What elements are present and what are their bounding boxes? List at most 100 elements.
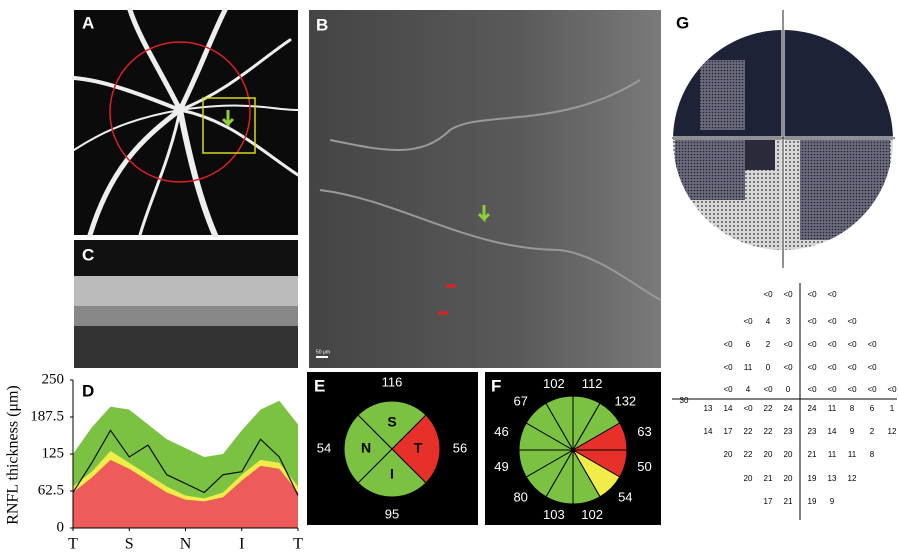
- clock-value: 132: [614, 393, 636, 408]
- threshold-value: <0: [807, 385, 817, 394]
- threshold-value: 22: [744, 427, 753, 436]
- panel-b-image: [309, 10, 661, 368]
- threshold-value: <0: [867, 363, 877, 372]
- threshold-value: 24: [808, 404, 817, 413]
- quadrant-value: 56: [453, 440, 467, 455]
- page: A 50 μm B C D RNFL thickness (μm) 062.51…: [0, 0, 899, 554]
- threshold-value: 17: [764, 497, 773, 506]
- threshold-value: 8: [850, 404, 855, 413]
- retina-layer: [74, 326, 298, 368]
- threshold-value: 22: [764, 404, 773, 413]
- threshold-value: 6: [870, 404, 875, 413]
- threshold-value: 14: [828, 427, 837, 436]
- threshold-value: 14: [724, 404, 733, 413]
- quadrant-letter: S: [387, 414, 396, 430]
- panel-a-image: [74, 10, 298, 235]
- threshold-value: 19: [808, 474, 817, 483]
- y-tick-label: 187.5: [30, 408, 64, 424]
- quadrant-letter: T: [414, 440, 423, 456]
- threshold-value: <0: [783, 290, 793, 299]
- threshold-value: <0: [763, 290, 773, 299]
- panel-label: A: [82, 13, 94, 32]
- quadrant-value: 116: [382, 374, 403, 389]
- threshold-value: <0: [827, 290, 837, 299]
- clock-value: 103: [543, 507, 565, 522]
- threshold-value: 11: [848, 450, 857, 459]
- y-tick-label: 250: [42, 371, 65, 387]
- threshold-value: <0: [783, 340, 793, 349]
- threshold-value: <0: [827, 385, 837, 394]
- threshold-value: 21: [784, 497, 793, 506]
- threshold-value: <0: [847, 363, 857, 372]
- panel-label: B: [316, 15, 328, 34]
- x-tick-label: S: [125, 536, 134, 553]
- threshold-value: <0: [847, 317, 857, 326]
- clock-value: 102: [581, 507, 603, 522]
- threshold-value: 20: [784, 474, 793, 483]
- clock-value: 63: [637, 424, 651, 439]
- threshold-value: <0: [763, 385, 773, 394]
- threshold-value: <0: [723, 385, 733, 394]
- threshold-value: <0: [847, 340, 857, 349]
- threshold-value: 13: [704, 404, 713, 413]
- threshold-value: 23: [808, 427, 817, 436]
- threshold-value: 1: [890, 404, 895, 413]
- quadrant-value: 54: [317, 440, 331, 455]
- threshold-value: <0: [807, 363, 817, 372]
- threshold-value: 8: [870, 450, 875, 459]
- x-tick-label: N: [180, 536, 192, 553]
- threshold-value: 11: [744, 363, 753, 372]
- y-tick-label: 0: [57, 519, 65, 535]
- quadrant-value: 95: [385, 506, 399, 521]
- retina-layer: [74, 276, 298, 306]
- threshold-value: 20: [724, 450, 733, 459]
- threshold-value: 24: [784, 404, 793, 413]
- y-tick-label: 125: [42, 445, 65, 461]
- threshold-value: <0: [867, 385, 877, 394]
- threshold-value: 17: [724, 427, 733, 436]
- threshold-value: <0: [723, 363, 733, 372]
- clock-value: 102: [543, 376, 565, 391]
- threshold-value: <0: [827, 317, 837, 326]
- y-tick-label: 62.5: [38, 482, 64, 498]
- threshold-value: 9: [850, 427, 855, 436]
- threshold-value: 21: [808, 450, 817, 459]
- clock-value: 112: [582, 376, 603, 391]
- threshold-value: 23: [784, 427, 793, 436]
- threshold-value: <0: [827, 363, 837, 372]
- panel-label: E: [314, 376, 325, 395]
- threshold-value: <0: [743, 404, 753, 413]
- threshold-value: 6: [746, 340, 751, 349]
- panel-label: D: [82, 381, 94, 400]
- threshold-value: 3: [786, 317, 791, 326]
- quadrant-letter: N: [361, 440, 371, 456]
- figure: A 50 μm B C D RNFL thickness (μm) 062.51…: [0, 0, 899, 554]
- threshold-value: 0: [786, 385, 791, 394]
- clock-value: 80: [513, 490, 527, 505]
- threshold-value: 21: [764, 474, 773, 483]
- threshold-value: <0: [723, 340, 733, 349]
- threshold-value: 20: [764, 450, 773, 459]
- threshold-value: 13: [828, 474, 837, 483]
- threshold-value: 12: [848, 474, 857, 483]
- threshold-value: <0: [807, 317, 817, 326]
- clock-value: 50: [637, 459, 651, 474]
- threshold-value: 19: [808, 497, 817, 506]
- threshold-value: <0: [807, 340, 817, 349]
- threshold-value: 14: [704, 427, 713, 436]
- x-tick-label: I: [239, 536, 244, 553]
- threshold-value: <0: [807, 290, 817, 299]
- threshold-value: <0: [847, 385, 857, 394]
- retina-layer: [74, 306, 298, 326]
- field-axes: [672, 283, 897, 520]
- threshold-value: 2: [870, 427, 875, 436]
- threshold-value: <0: [783, 363, 793, 372]
- threshold-value: <0: [867, 340, 877, 349]
- threshold-value: 20: [784, 450, 793, 459]
- scale-bar-label: 50 μm: [316, 349, 330, 355]
- clock-value: 46: [494, 424, 508, 439]
- y-axis-label: RNFL thickness (μm): [5, 385, 22, 525]
- threshold-value: 11: [828, 404, 837, 413]
